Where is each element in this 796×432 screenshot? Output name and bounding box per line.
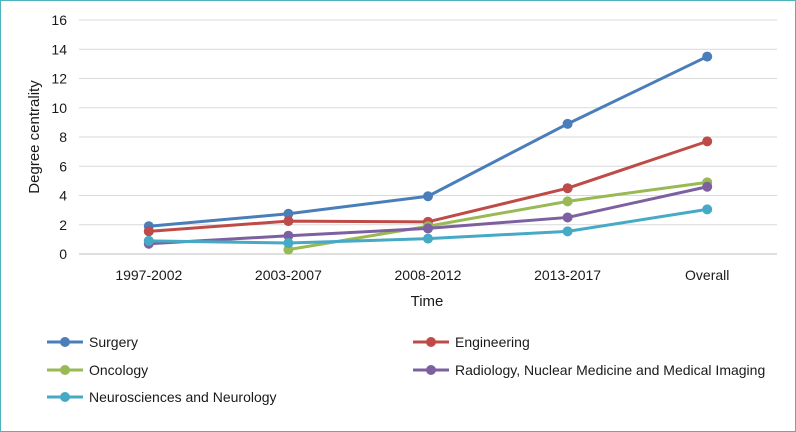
y-tick-label: 10 [51,100,67,116]
x-tick-label: 2003-2007 [255,267,322,283]
y-axis-ticks: 0 2 4 6 8 10 12 14 16 [51,12,67,262]
x-tick-label: 1997-2002 [115,267,182,283]
x-tick-label: 2008-2012 [395,267,462,283]
data-point [423,233,433,244]
data-point [143,226,154,237]
data-point [562,226,573,237]
series-line [288,180,708,252]
legend-item: Radiology, Nuclear Medicine and Medical … [413,362,765,378]
y-axis-title: Degree centrality [26,80,43,194]
data-point [562,183,573,194]
x-axis-ticks: 1997-2002 2003-2007 2008-2012 2013-2017 Over… [115,267,729,283]
data-point [702,51,713,62]
y-tick-label: 2 [59,217,67,233]
legend-item: Oncology [47,362,148,378]
data-point [702,136,713,147]
data-point [702,204,713,215]
legend-swatch-marker [60,392,70,402]
y-tick-label: 6 [59,158,67,174]
data-point [562,118,573,129]
y-tick-label: 14 [51,41,67,57]
legend-swatch-marker [426,337,436,347]
x-tick-label: 2013-2017 [534,267,601,283]
legend-item: Surgery [47,334,138,350]
y-tick-label: 12 [51,71,67,87]
data-point [283,238,294,249]
legend-item: Engineering [413,334,530,350]
legend-label: Oncology [89,362,148,378]
legend-swatch-marker [60,337,70,347]
data-point [702,181,713,192]
legend-label: Engineering [455,334,530,350]
series-oncology [283,177,713,255]
x-tick-label: Overall [685,267,729,283]
legend: Surgery Engineering Oncology Radiology, Nuc… [47,334,765,405]
y-tick-label: 8 [59,129,67,145]
series-neurosciences-and-neurology [143,204,713,249]
data-point [423,223,433,234]
legend-swatch-marker [60,365,70,375]
legend-label: Radiology, Nuclear Medicine and Medical … [455,362,765,378]
legend-item: Neurosciences and Neurology [47,389,277,405]
data-point [143,235,154,246]
data-point [283,208,294,219]
y-tick-label: 4 [59,188,67,204]
data-point [562,196,573,207]
x-axis-title: Time [411,293,444,310]
legend-label: Surgery [89,334,138,350]
data-point [562,212,573,223]
y-tick-label: 16 [51,12,67,28]
y-tick-label: 0 [59,246,67,262]
series-radiology-nuclear-medicine-and-medical-imaging [143,181,713,249]
legend-label: Neurosciences and Neurology [89,389,277,405]
data-point [283,230,294,241]
data-point [423,191,433,202]
data-point [283,216,294,227]
gridlines [79,19,777,226]
series-lines [143,51,713,255]
legend-swatch-marker [426,365,436,375]
